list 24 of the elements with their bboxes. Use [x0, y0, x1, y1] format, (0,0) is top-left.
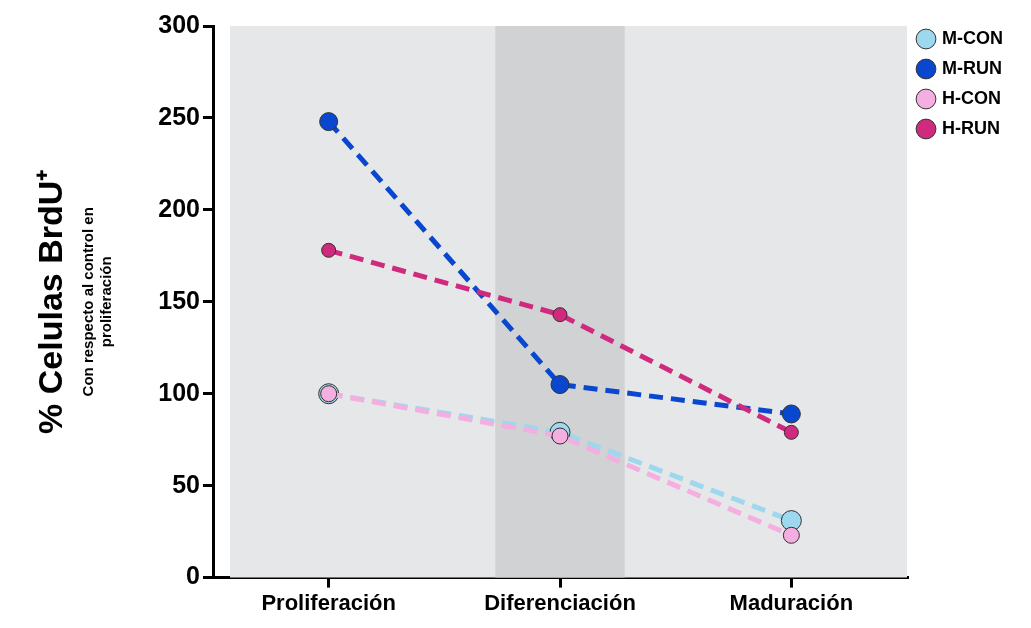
y-axis-title: % Celulas BrdU⁺: [31, 169, 70, 434]
y-tick-label: 100: [158, 377, 200, 406]
y-tick-label: 250: [158, 101, 200, 130]
x-tick-label: Maduración: [729, 589, 854, 615]
y-tick-label: 300: [158, 9, 200, 38]
y-tick-label: 50: [172, 469, 200, 498]
y-tick-label: 200: [158, 193, 200, 222]
point: [551, 427, 569, 445]
text: Con respecto al control en proliferación: [79, 207, 115, 397]
legend-label: H-RUN: [942, 117, 1001, 138]
x-tick-label: Diferenciación: [484, 589, 636, 615]
point: [319, 112, 339, 132]
point: [782, 526, 800, 544]
point: [321, 242, 337, 258]
x-tick-label: Proliferación: [261, 589, 396, 615]
point: [552, 307, 568, 323]
legend-label: H-CON: [942, 87, 1002, 108]
point: [783, 424, 799, 440]
point: [781, 404, 801, 424]
y-tick-label: 0: [186, 561, 200, 590]
legend-label: M-RUN: [942, 57, 1003, 78]
y-tick-label: 150: [158, 285, 200, 314]
legend-label: M-CON: [942, 27, 1004, 48]
point: [550, 375, 570, 395]
